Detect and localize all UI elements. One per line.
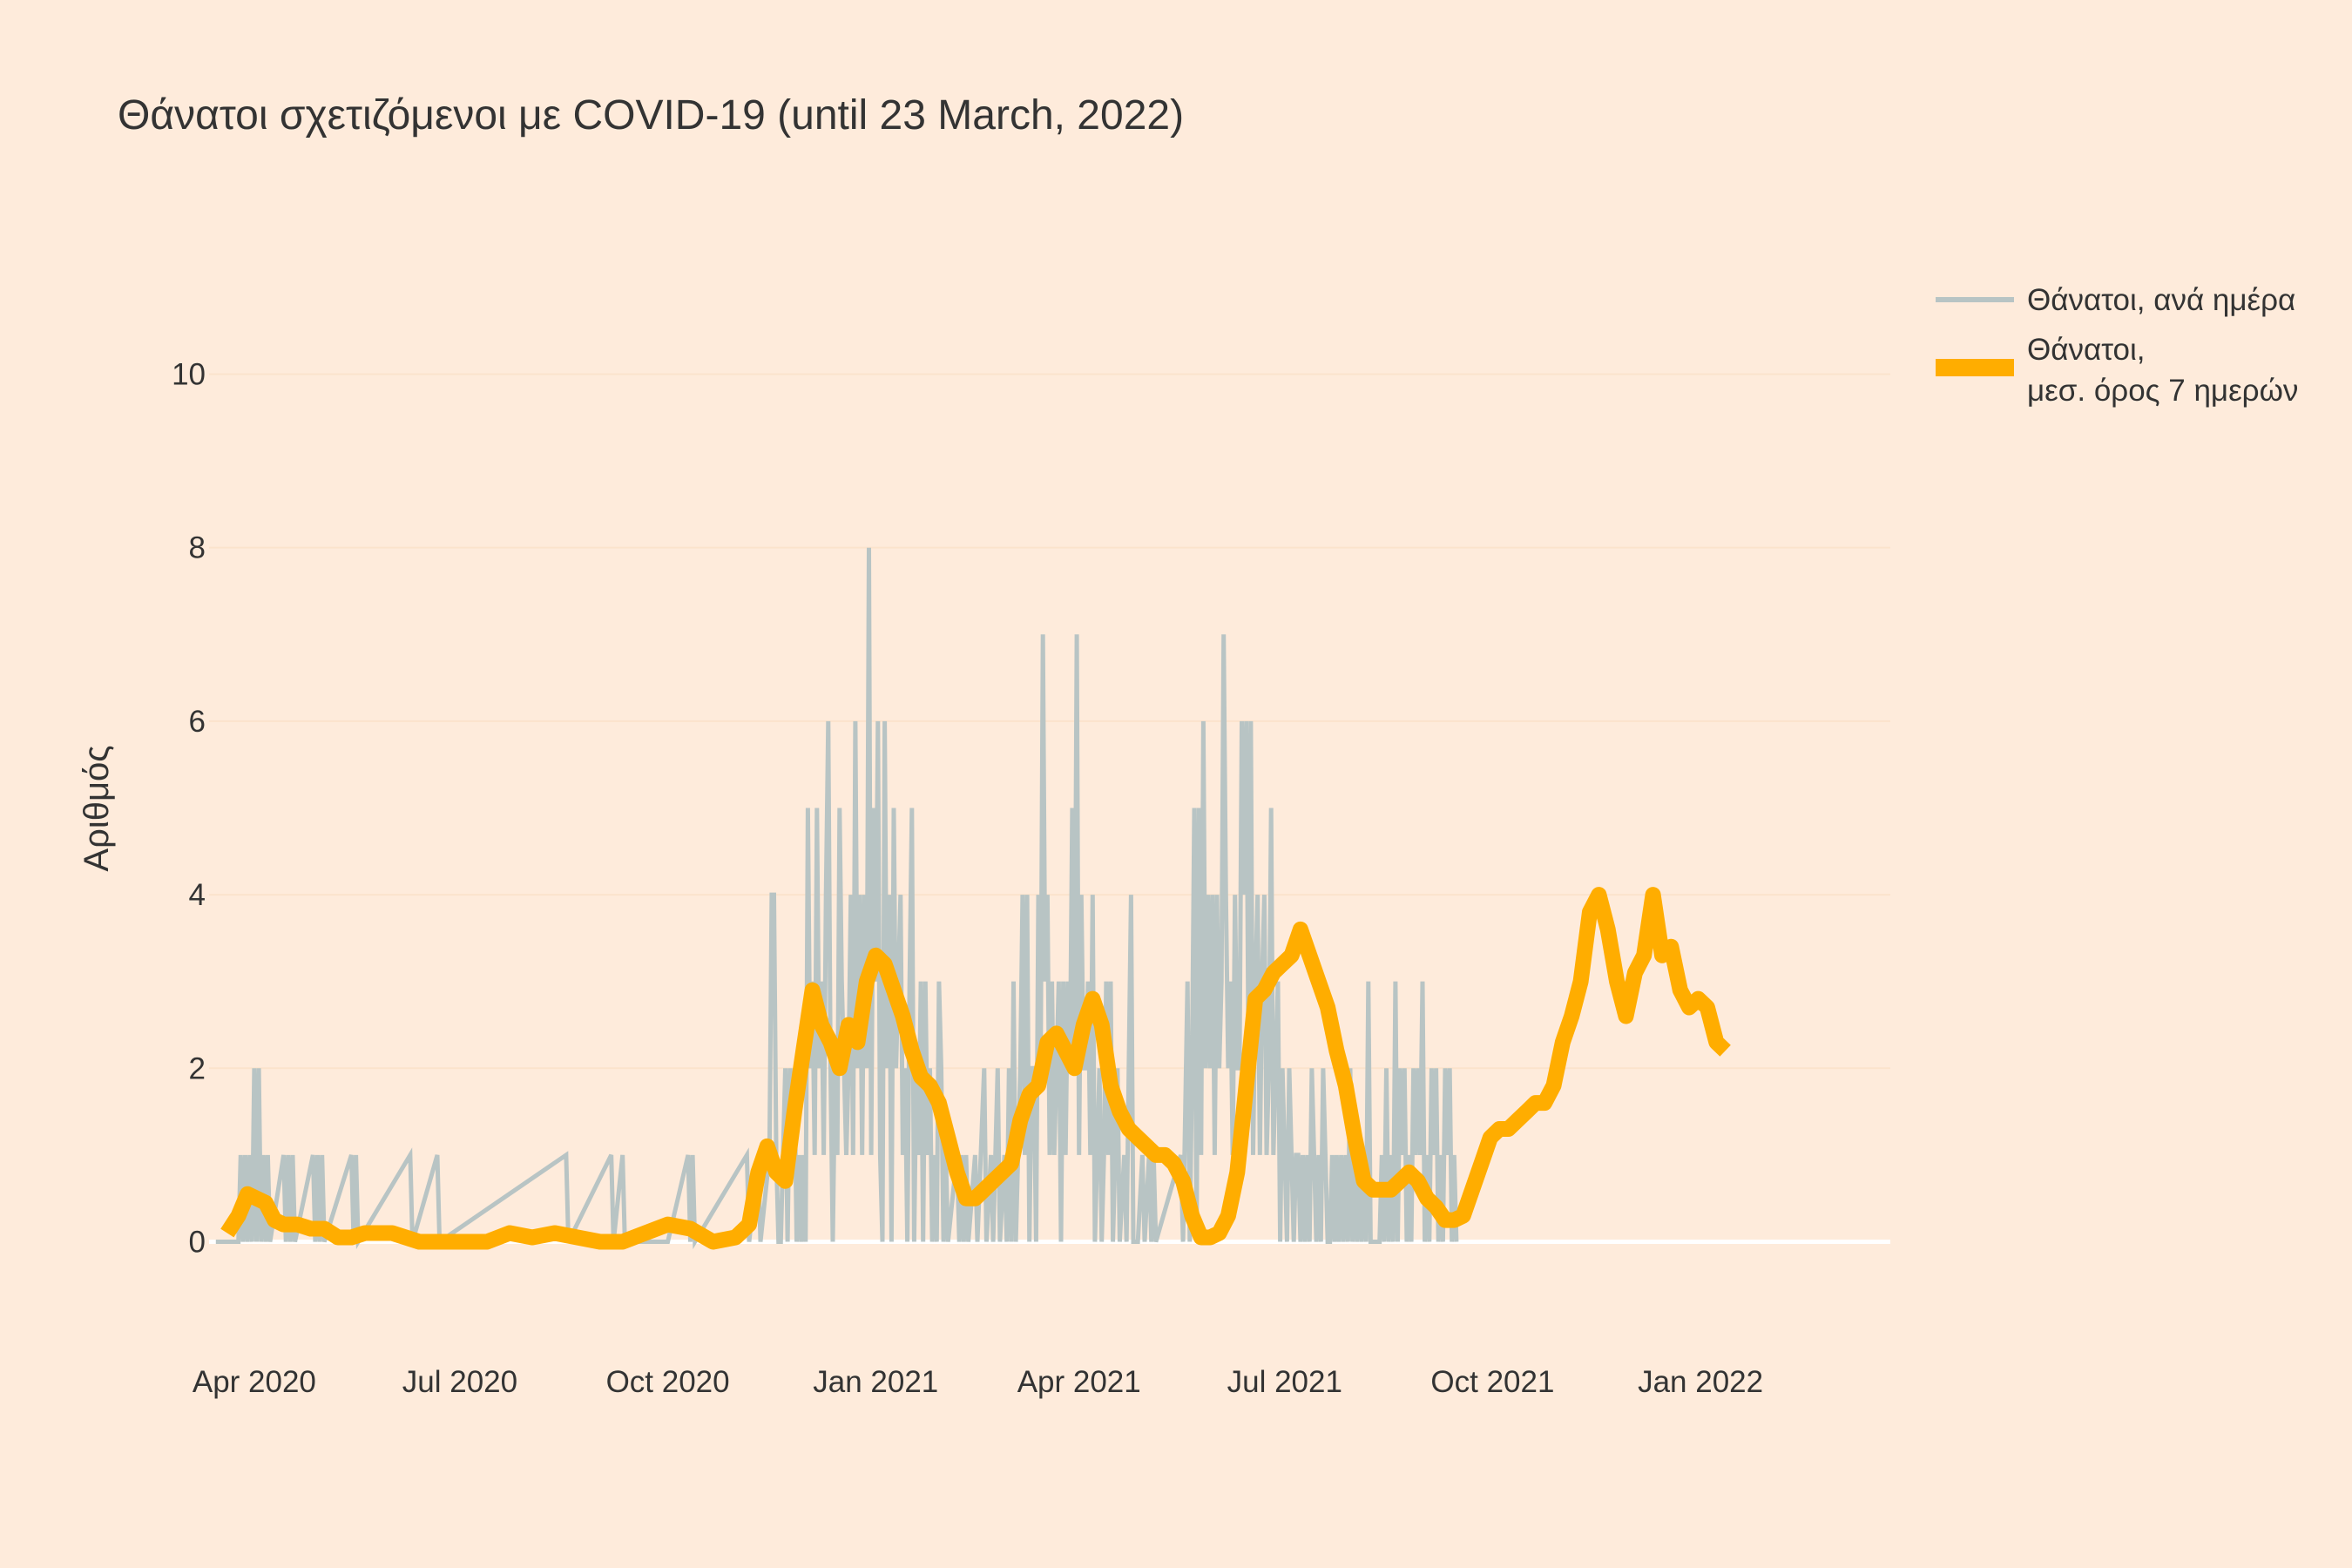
legend-label-average-line1: Θάνατοι, — [2027, 333, 2146, 367]
legend-label-average-line2: μεσ. όρος 7 ημερών — [2027, 374, 2298, 408]
x-tick-label: Jan 2022 — [1638, 1365, 1763, 1399]
series-line-7day-average — [220, 887, 1731, 1250]
x-tick-label: Oct 2020 — [606, 1365, 730, 1399]
y-tick-label: 6 — [189, 705, 206, 739]
series-layer — [215, 547, 1731, 1250]
x-tick-label: Jul 2021 — [1227, 1365, 1342, 1399]
x-tick-label: Apr 2021 — [1017, 1365, 1141, 1399]
legend[interactable]: Θάνατοι, ανά ημέρα Θάνατοι, μεσ. όρος 7 … — [1936, 283, 2298, 408]
legend-label-daily: Θάνατοι, ανά ημέρα — [2027, 283, 2295, 317]
x-tick-label: Jul 2020 — [402, 1365, 517, 1399]
y-tick-label: 2 — [189, 1051, 206, 1085]
x-tick-label: Jan 2021 — [813, 1365, 938, 1399]
x-tick-label: Oct 2021 — [1430, 1365, 1554, 1399]
chart-title: Θάνατοι σχετιζόμενοι με COVID-19 (until … — [118, 92, 1184, 139]
y-tick-label: 10 — [172, 357, 206, 391]
legend-item-average[interactable]: Θάνατοι, μεσ. όρος 7 ημερών — [1936, 333, 2298, 408]
y-tick-label: 4 — [189, 878, 206, 912]
y-axis: 0 2 4 6 8 10 — [172, 357, 206, 1259]
y-axis-title: Αριθμός — [78, 745, 116, 871]
legend-item-daily[interactable]: Θάνατοι, ανά ημέρα — [1936, 283, 2295, 317]
gridlines — [209, 373, 1890, 1244]
x-axis: Apr 2020 Jul 2020 Oct 2020 Jan 2021 Apr 2021… — [193, 1365, 1763, 1399]
x-tick-label: Apr 2020 — [193, 1365, 316, 1399]
y-tick-label: 0 — [189, 1225, 206, 1259]
y-tick-label: 8 — [189, 531, 206, 565]
